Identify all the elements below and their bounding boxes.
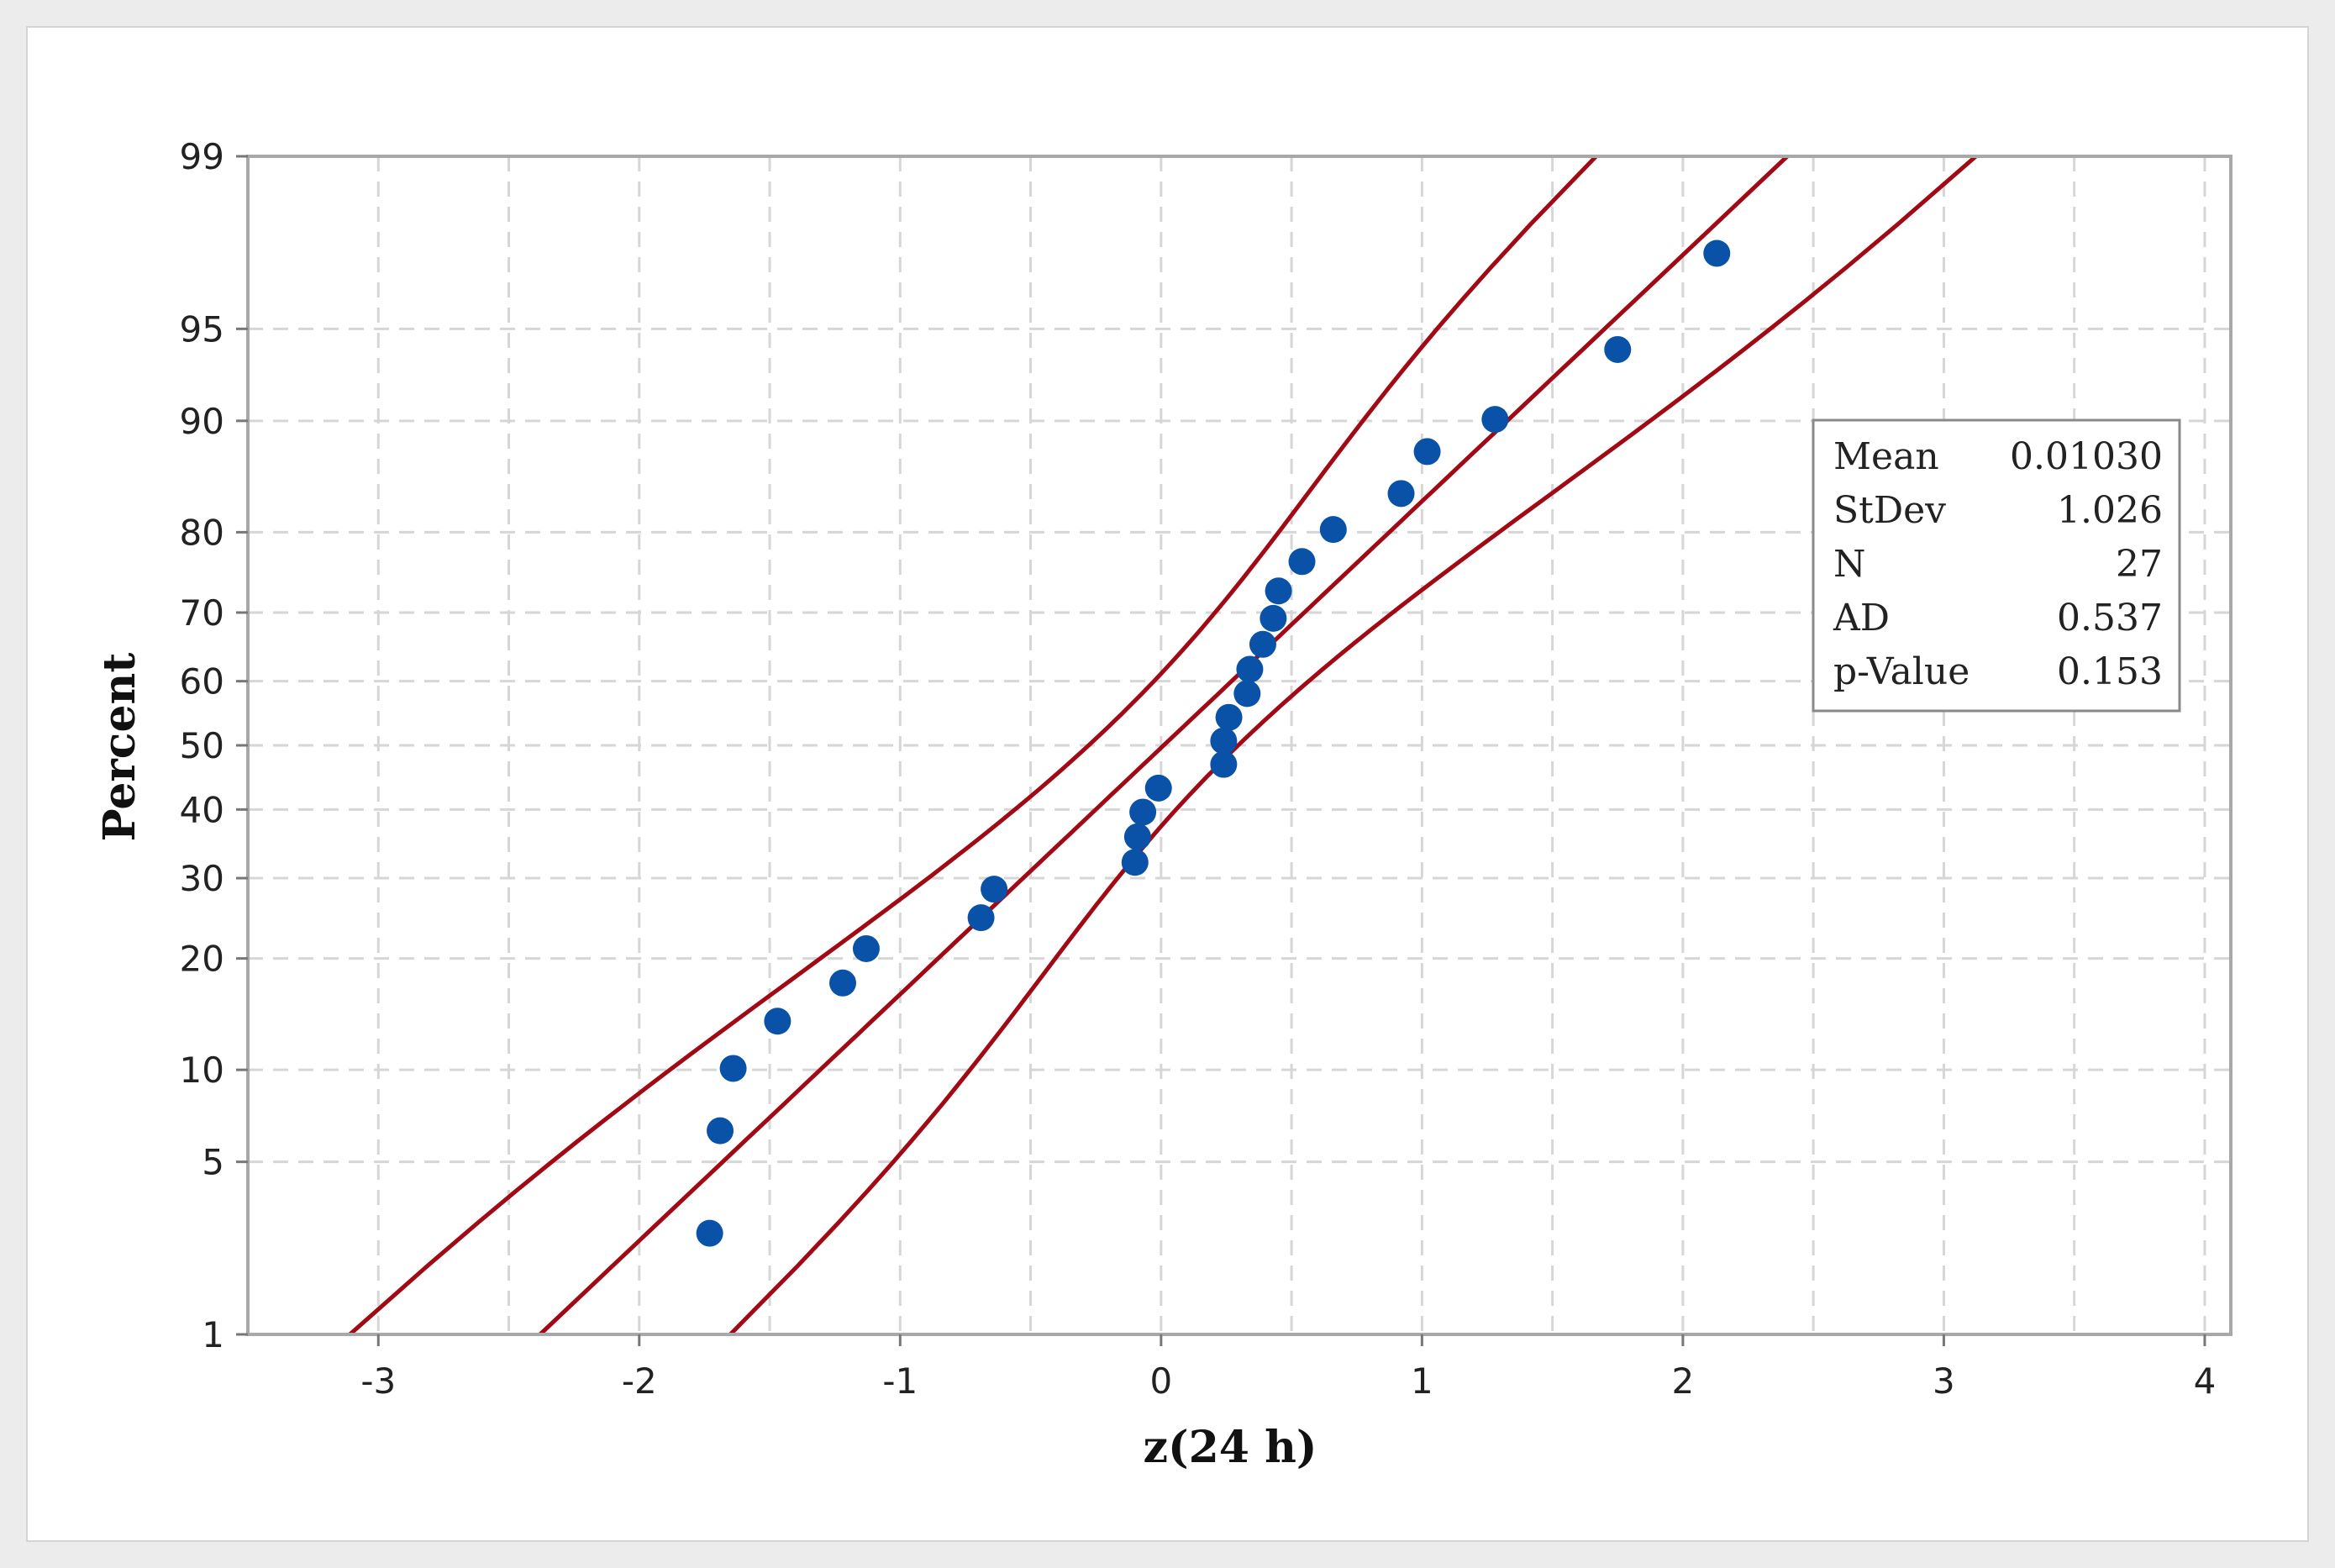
y-tick-label: 60 <box>180 661 224 702</box>
y-tick-label: 99 <box>180 136 224 177</box>
x-tick-label: -3 <box>360 1360 396 1402</box>
x-tick-label: 2 <box>1672 1360 1695 1402</box>
data-point <box>1387 480 1415 508</box>
y-tick-label: 20 <box>180 939 224 980</box>
x-tick-label: 4 <box>2194 1360 2217 1402</box>
data-point <box>1265 577 1292 605</box>
data-point <box>852 934 880 962</box>
x-tick-label: 0 <box>1149 1360 1172 1402</box>
stats-label: p-Value <box>1833 650 1969 693</box>
data-point <box>967 904 995 932</box>
stats-value: 0.153 <box>2057 650 2163 693</box>
data-point <box>1236 655 1264 683</box>
data-point <box>1210 750 1238 778</box>
y-tick-label: 70 <box>180 592 224 634</box>
stats-box: Mean 0.01030 StDev 1.026 N 27 AD 0.537 p-Value 0.… <box>1812 418 2181 713</box>
data-point <box>1288 548 1316 576</box>
band-lines <box>348 155 1978 1336</box>
y-tick-label: 90 <box>180 401 224 442</box>
data-point <box>981 876 1008 903</box>
data-point <box>1129 798 1157 826</box>
y-tick-label: 50 <box>180 725 224 766</box>
stats-label: N <box>1833 543 1866 586</box>
data-point <box>764 1008 791 1035</box>
data-point <box>1703 239 1731 267</box>
data-points <box>696 239 1731 1247</box>
fitted-line <box>539 155 1789 1336</box>
x-tick-label: -1 <box>882 1360 918 1402</box>
y-axis-title: Percent <box>94 653 145 842</box>
y-tick-label: 80 <box>180 512 224 553</box>
data-point <box>1121 849 1149 876</box>
stats-box-frame <box>1812 418 2181 713</box>
y-tick-label: 5 <box>202 1142 224 1183</box>
x-axis: -3 -2 -1 0 1 2 3 4 <box>360 1334 2216 1402</box>
data-point <box>1144 774 1172 802</box>
data-point <box>1215 703 1243 731</box>
data-point <box>1233 680 1261 708</box>
stats-label: AD <box>1833 597 1890 639</box>
data-point <box>1123 823 1151 850</box>
stats-label: StDev <box>1833 489 1946 532</box>
stats-value: 1.026 <box>2057 489 2163 532</box>
stats-label: Mean <box>1833 435 1939 478</box>
data-point <box>1210 727 1238 755</box>
y-tick-label: 10 <box>180 1050 224 1091</box>
x-axis-title: z(24 h) <box>1143 1422 1317 1473</box>
data-point <box>1481 406 1509 434</box>
y-tick-label: 40 <box>180 789 224 830</box>
y-axis: 1 5 10 20 30 40 50 60 70 80 90 95 99 <box>180 136 248 1355</box>
x-tick-label: -2 <box>622 1360 657 1402</box>
data-point <box>1249 630 1276 658</box>
confidence-band-upper <box>348 155 1598 1336</box>
data-point <box>1604 335 1632 363</box>
data-point <box>829 969 856 997</box>
stats-value: 0.537 <box>2057 597 2163 639</box>
y-tick-label: 95 <box>180 308 224 350</box>
data-point <box>719 1055 747 1082</box>
x-tick-label: 1 <box>1411 1360 1433 1402</box>
data-point <box>1413 438 1441 466</box>
data-point <box>1319 516 1347 544</box>
data-point <box>707 1117 734 1144</box>
data-point <box>1260 604 1287 632</box>
confidence-band-lower <box>728 155 1978 1336</box>
y-tick-label: 30 <box>180 858 224 899</box>
data-point <box>696 1219 723 1247</box>
x-tick-label: 3 <box>1933 1360 1955 1402</box>
stats-value: 0.01030 <box>2010 435 2163 478</box>
stats-value: 27 <box>2116 543 2163 586</box>
y-tick-label: 1 <box>202 1314 224 1355</box>
